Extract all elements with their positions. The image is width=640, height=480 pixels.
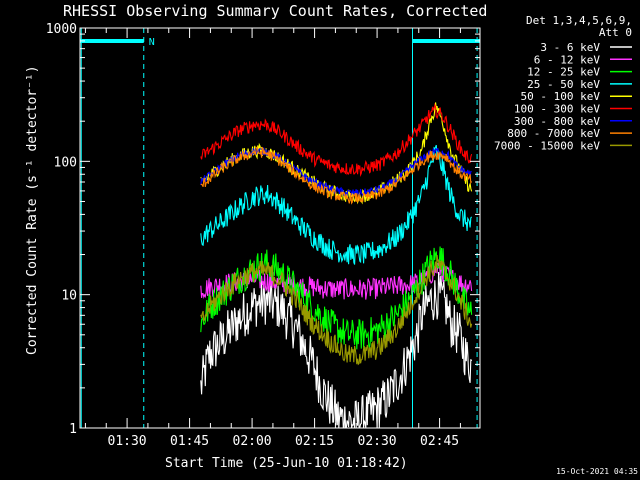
legend-label: 12 - 25 keV [527,66,600,79]
y-tick-label: 100 [54,155,77,170]
series-line [200,146,473,205]
y-tick-labels: 1 10 100 1000 [46,22,77,437]
legend-label: 7000 - 15000 keV [494,139,600,152]
y-tick-label: 1 [69,422,77,437]
series-line [200,246,473,350]
series-layer [200,102,473,429]
legend-label: 3 - 6 keV [540,41,600,54]
series-line [200,102,473,178]
plot-frame [79,27,481,429]
legend-label: 25 - 50 keV [527,78,600,91]
x-tick-labels: 01:30 01:45 02:00 02:15 02:30 02:45 [108,434,460,449]
chart-title: RHESSI Observing Summary Count Rates, Co… [63,2,487,20]
y-tick-label: 10 [61,289,77,304]
x-tick-label: 01:30 [108,434,147,449]
series-line [200,102,473,205]
x-axis-label: Start Time (25-Jun-10 01:18:42) [165,456,408,471]
legend-label: 800 - 7000 keV [507,127,600,140]
legend-label: 50 - 100 keV [521,90,601,103]
legend-label: 6 - 12 keV [534,53,601,66]
legend-header: Det 1,3,4,5,6,9, [526,14,632,27]
x-tick-label: 02:45 [420,434,459,449]
x-tick-label: 02:15 [295,434,334,449]
legend-label: 300 - 800 keV [514,115,600,128]
legend-header: Att 0 [599,26,632,39]
series-line [200,147,472,198]
y-axis-label: Corrected Count Rate (s⁻¹ detector⁻¹) [25,65,40,355]
axes [79,27,481,429]
series-line [200,255,473,366]
x-tick-label: 02:00 [233,434,272,449]
x-tick-label: 01:45 [170,434,209,449]
series-line [200,271,473,429]
night-annotation: N [149,37,155,48]
night-bars: N [80,28,480,428]
y-tick-label: 1000 [46,22,77,37]
series-line [200,144,473,265]
generation-timestamp: 15-Oct-2021 04:35 [556,467,638,476]
legend-label: 100 - 300 keV [514,103,600,116]
x-tick-label: 02:30 [358,434,397,449]
